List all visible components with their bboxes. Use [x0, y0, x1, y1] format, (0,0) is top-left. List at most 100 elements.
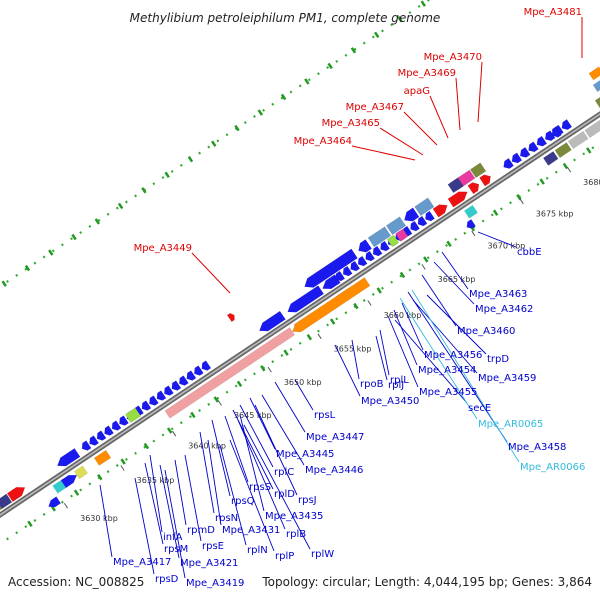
kbp-tick-label: 3640 kbp: [188, 442, 226, 451]
reverse-gene-arrow: [561, 119, 573, 130]
gene-label[interactable]: rpsN: [215, 513, 238, 524]
red-gene-label[interactable]: Mpe_A3464: [294, 136, 352, 147]
gene-label[interactable]: Mpe_A3417: [113, 557, 171, 568]
gene-label-leader: [243, 424, 311, 550]
kbp-tick-mark: [421, 264, 426, 270]
gene-label[interactable]: Mpe_A3458: [508, 442, 566, 453]
gene-label[interactable]: Mpe_A3419: [186, 578, 244, 589]
reverse-gene-arrow: [528, 141, 539, 153]
gene-label[interactable]: Mpe_A3456: [424, 350, 482, 361]
gene-label[interactable]: rplW: [311, 549, 334, 560]
dotted-tick: [420, 0, 426, 7]
forward-gene-arrow: [467, 182, 480, 195]
kbp-tick-label: 3635 kbp: [137, 476, 175, 485]
gene-label-leader: [237, 419, 286, 530]
gene-label[interactable]: Mpe_A3459: [478, 373, 536, 384]
gene-block: [588, 66, 600, 81]
reverse-gene-arrow: [503, 157, 514, 169]
gene-label[interactable]: Mpe_A3460: [457, 326, 515, 337]
reverse-gene-arrow: [149, 395, 159, 406]
gene-label[interactable]: rplP: [275, 551, 294, 562]
gene-label[interactable]: rplL: [390, 375, 409, 386]
kbp-tick-label: 3665 kbp: [438, 275, 476, 284]
dotted-tick: [48, 249, 54, 256]
dotted-tick: [539, 178, 545, 185]
dotted-tick: [397, 16, 403, 23]
gene-label[interactable]: rpsS: [249, 482, 271, 493]
gene-label[interactable]: Mpe_A3454: [418, 365, 476, 376]
red-gene-label[interactable]: apaG: [404, 86, 430, 97]
gene-label-leader: [334, 344, 361, 397]
gene-label[interactable]: rplB: [286, 529, 306, 540]
gene-label[interactable]: secE: [468, 403, 491, 414]
gene-label-leader: [379, 329, 390, 376]
red-label-leader: [429, 95, 449, 139]
gene-label[interactable]: rpsM: [164, 544, 188, 555]
dotted-tick: [283, 349, 289, 356]
gene-label[interactable]: rplD: [274, 489, 295, 500]
dotted-tick: [280, 93, 287, 101]
reverse-gene-arrow: [186, 370, 197, 381]
gene-label-leader: [224, 415, 249, 483]
gene-label[interactable]: rpsE: [202, 541, 224, 552]
dotted-tick: [423, 256, 429, 263]
gene-label[interactable]: rpsL: [314, 410, 336, 421]
reverse-gene-arrow: [357, 255, 368, 267]
gene-label[interactable]: rpsD: [155, 574, 179, 585]
gene-label-leader: [164, 469, 186, 579]
dotted-tick: [353, 302, 359, 310]
gene-label[interactable]: Mpe_A3455: [419, 387, 477, 398]
red-gene-label[interactable]: Mpe_A3449: [134, 243, 192, 254]
gene-label[interactable]: trpD: [487, 354, 509, 365]
gene-label-leader: [412, 299, 478, 374]
gene-label[interactable]: infA: [163, 532, 183, 543]
red-gene-label[interactable]: Mpe_A3465: [322, 118, 380, 129]
gene-label[interactable]: Mpe_A3450: [361, 396, 419, 407]
reverse-gene-arrow: [544, 130, 556, 142]
gene-label[interactable]: Mpe_A3431: [222, 525, 280, 536]
kbp-tick-label: 3680 kbp: [583, 178, 600, 187]
dotted-tick: [304, 78, 310, 85]
dotted-tick: [73, 489, 80, 496]
dotted-tick: [213, 396, 219, 403]
red-gene-label[interactable]: Mpe_A3469: [398, 68, 456, 79]
gene-label[interactable]: Mpe_A3445: [276, 449, 334, 460]
gene-label-leader: [254, 404, 298, 496]
reverse-gene-arrow: [410, 220, 420, 232]
gene-label[interactable]: Mpe_A3463: [469, 289, 527, 300]
forward-gene-arrow: [432, 204, 448, 218]
gene-block: [554, 142, 572, 159]
gene-label-leader: [207, 439, 222, 526]
kbp-tick-mark: [172, 430, 177, 437]
dotted-tick: [376, 287, 382, 294]
red-gene-label[interactable]: Mpe_A3470: [424, 52, 482, 63]
gene-label[interactable]: rpsJ: [298, 495, 317, 506]
dotted-tick: [187, 156, 194, 163]
gene-label[interactable]: rplJ: [388, 380, 404, 391]
dotted-tick: [562, 162, 569, 170]
gene-label[interactable]: Mpe_AR0065: [478, 419, 543, 430]
gene-label[interactable]: Mpe_A3462: [475, 304, 533, 315]
red-label-leader: [455, 77, 461, 131]
gene-label[interactable]: rpoB: [360, 379, 384, 390]
gene-label[interactable]: rplC: [274, 467, 294, 478]
gene-label[interactable]: Mpe_A3447: [306, 432, 364, 443]
gene-block: [463, 204, 478, 219]
gene-label[interactable]: Mpe_A3435: [265, 511, 323, 522]
accession-text: Accession: NC_008825: [8, 575, 144, 589]
reverse-gene-arrow: [194, 365, 204, 376]
gene-label[interactable]: rpsQ: [231, 496, 255, 507]
red-gene-label[interactable]: Mpe_A3481: [524, 7, 582, 18]
red-gene-label[interactable]: Mpe_A3467: [346, 102, 404, 113]
dotted-tick: [164, 171, 170, 178]
gene-label[interactable]: rplN: [247, 545, 268, 556]
gene-label[interactable]: Mpe_A3421: [180, 558, 238, 569]
gene-label-leader: [394, 319, 468, 404]
reverse-gene-arrow: [48, 496, 62, 508]
gene-label[interactable]: Mpe_AR0066: [520, 462, 585, 473]
gene-label[interactable]: cbbE: [517, 247, 542, 258]
gene-block: [93, 449, 112, 466]
gene-label[interactable]: rpmD: [187, 525, 215, 536]
gene-label[interactable]: Mpe_A3446: [305, 465, 363, 476]
